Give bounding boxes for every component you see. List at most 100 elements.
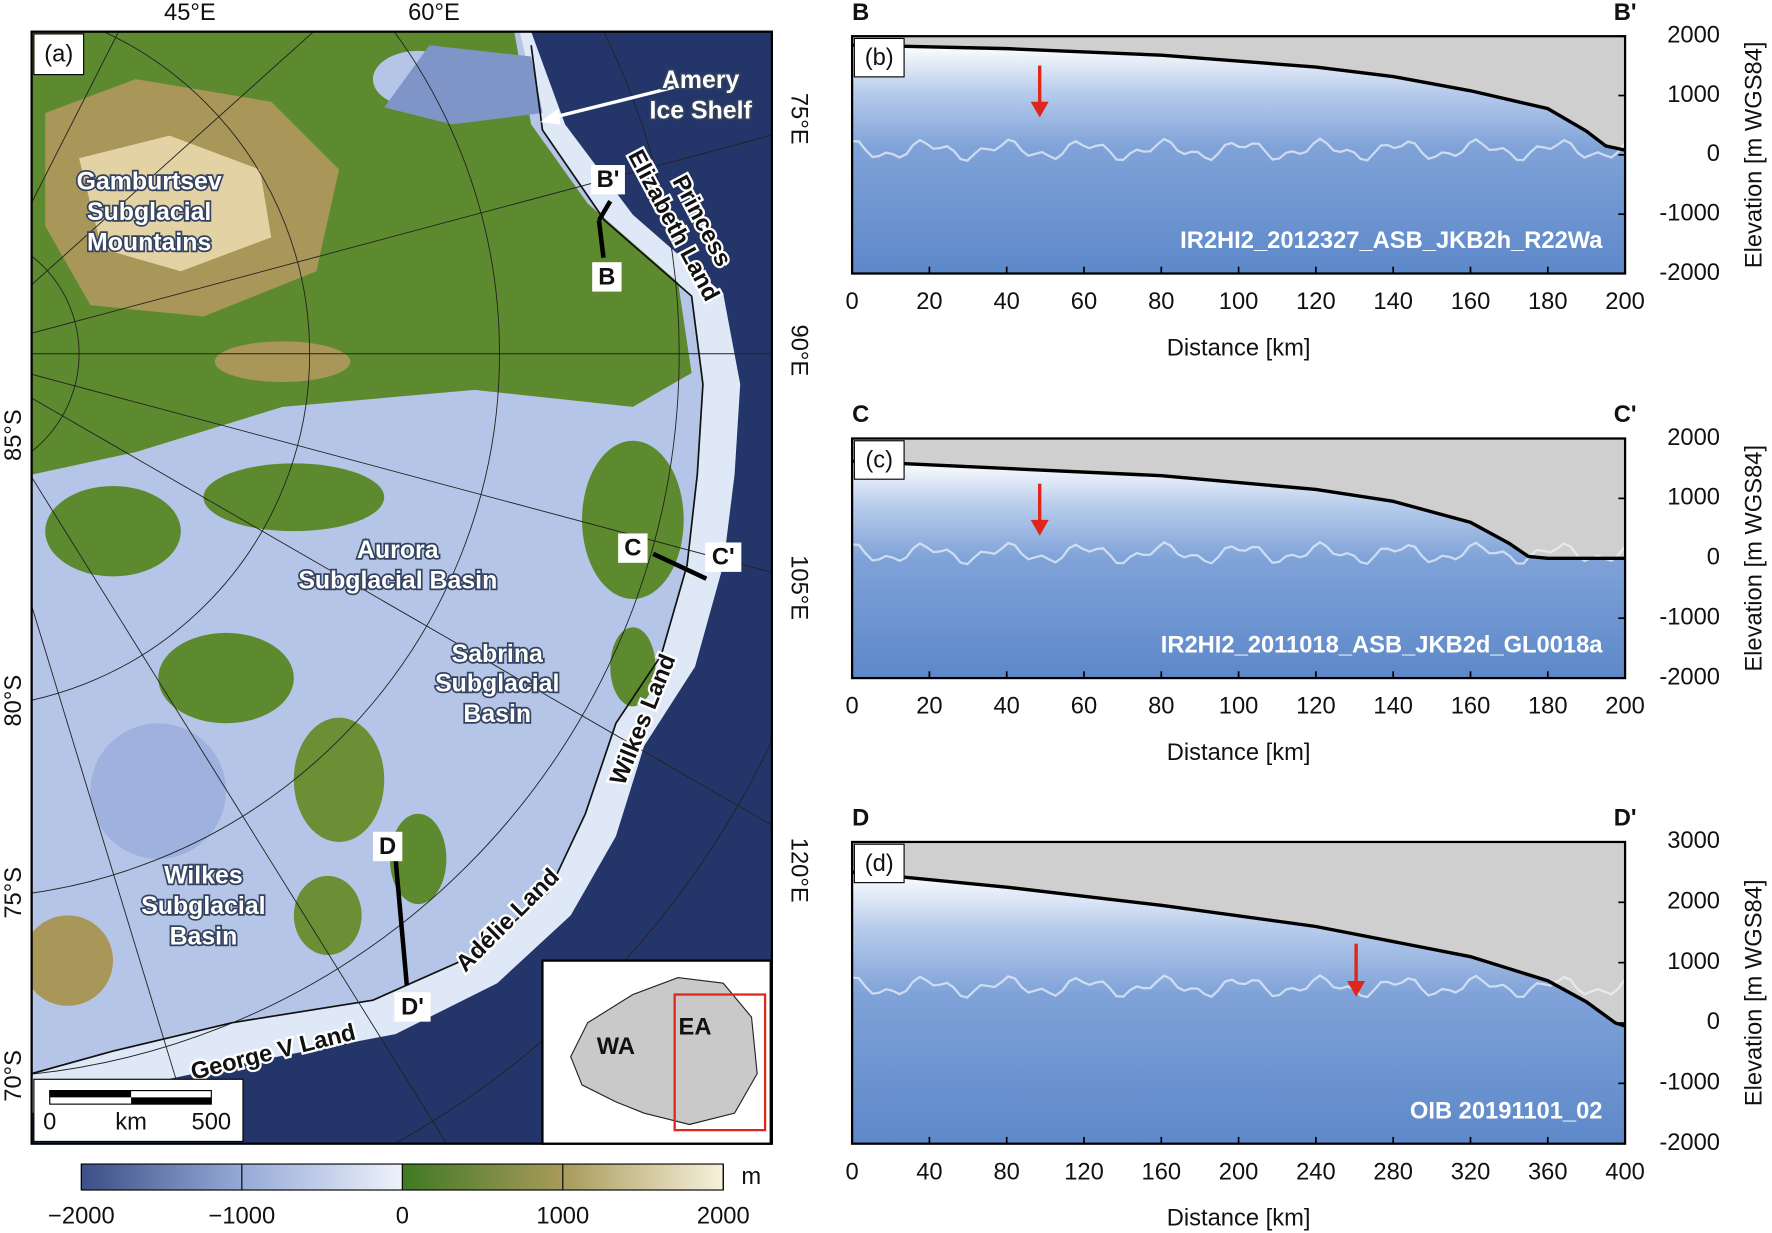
y-tick-label: -1000 bbox=[1659, 1070, 1720, 1096]
x-tick-label: 120 bbox=[1296, 289, 1336, 315]
map-frame bbox=[30, 30, 773, 1145]
region-label: Subglacial bbox=[87, 198, 211, 226]
profile-end-labels: B' B C C' D D' bbox=[372, 165, 742, 1022]
inset-label: WA bbox=[597, 1034, 635, 1060]
region-label: Subglacial bbox=[435, 669, 559, 697]
annotation: OIB 20191101_02 bbox=[1410, 1098, 1603, 1124]
x-tick-label: 200 bbox=[1605, 289, 1645, 315]
latitude-label: 75°S bbox=[1, 867, 27, 919]
x-tick-label: 240 bbox=[1296, 1159, 1336, 1185]
x-tick-label: 160 bbox=[1451, 694, 1491, 720]
x-axis-label: Distance [km] bbox=[1167, 740, 1311, 766]
x-tick-label: 200 bbox=[1605, 694, 1645, 720]
panel-label: (b) bbox=[865, 45, 894, 71]
section-end: B' bbox=[1614, 0, 1637, 26]
profile-end: B' bbox=[597, 167, 620, 193]
scale-segment bbox=[49, 1090, 132, 1098]
label-box bbox=[591, 165, 625, 195]
scale-segment bbox=[131, 1097, 212, 1105]
bed-reflection bbox=[852, 540, 1626, 566]
basin bbox=[90, 723, 227, 859]
study-area bbox=[673, 993, 767, 1132]
profile-end: D' bbox=[401, 994, 424, 1020]
region-label: Subglacial bbox=[141, 892, 265, 920]
scale-box bbox=[33, 1078, 244, 1142]
panel-label: (c) bbox=[865, 447, 893, 473]
y-tick-label: -1000 bbox=[1659, 604, 1720, 630]
x-tick-label: 40 bbox=[993, 694, 1019, 720]
highland bbox=[158, 632, 294, 724]
highland bbox=[203, 463, 385, 532]
longitude-label: 45°E bbox=[164, 0, 216, 26]
x-tick-label: 140 bbox=[1373, 289, 1413, 315]
colorbar-tick-label: 1000 bbox=[536, 1203, 589, 1229]
label-box bbox=[705, 542, 742, 572]
bed-reflection bbox=[852, 974, 1626, 999]
red-arrow-head bbox=[1347, 980, 1366, 997]
y-tick-label: 1000 bbox=[1667, 82, 1720, 108]
longitude-label: 120°E bbox=[786, 838, 812, 903]
y-tick-label: -1000 bbox=[1659, 200, 1720, 226]
antarctica bbox=[570, 976, 758, 1126]
x-tick-label: 40 bbox=[916, 1159, 942, 1185]
y-tick-label: 2000 bbox=[1667, 22, 1720, 48]
colorbar-unit: m bbox=[741, 1164, 761, 1190]
colorbar-tick-label: 0 bbox=[396, 1203, 409, 1229]
arrow bbox=[547, 83, 685, 121]
x-tick-label: 60 bbox=[1071, 694, 1097, 720]
x-tick-label: 160 bbox=[1142, 1159, 1182, 1185]
x-tick-label: 0 bbox=[845, 694, 858, 720]
y-tick-label: 1000 bbox=[1667, 949, 1720, 975]
arrows bbox=[1030, 65, 1366, 997]
x-tick-label: 180 bbox=[1528, 694, 1568, 720]
x-tick-label: 20 bbox=[916, 289, 942, 315]
grounding-line bbox=[31, 45, 704, 1075]
region-label: Basin bbox=[170, 923, 238, 951]
latitude-label: 70°S bbox=[1, 1050, 27, 1102]
profile-end: C' bbox=[712, 545, 735, 571]
colorbar-tick-label: 2000 bbox=[697, 1203, 750, 1229]
longitude-label: 60°E bbox=[408, 0, 460, 26]
x-tick-label: 100 bbox=[1219, 694, 1259, 720]
amery-trough bbox=[384, 45, 543, 125]
scale-label: 0 bbox=[43, 1110, 56, 1136]
profile-end: B bbox=[598, 264, 615, 290]
region-label: Sabrina bbox=[452, 640, 543, 668]
x-tick-label: 400 bbox=[1605, 1159, 1645, 1185]
profile-lines bbox=[393, 200, 708, 986]
x-tick-label: 60 bbox=[1071, 289, 1097, 315]
radargram bbox=[852, 438, 1626, 679]
y-axis-label: Elevation [m WGS84] bbox=[1741, 445, 1767, 672]
y-tick-label: -2000 bbox=[1659, 260, 1720, 286]
x-tick-label: 20 bbox=[916, 694, 942, 720]
region-label: Wilkes bbox=[164, 862, 243, 890]
x-tick-label: 80 bbox=[1148, 694, 1174, 720]
y-tick-label: 2000 bbox=[1667, 425, 1720, 451]
x-tick-label: 80 bbox=[993, 1159, 1019, 1185]
arrow-head bbox=[540, 108, 561, 125]
region-label: Mountains bbox=[87, 229, 211, 257]
panel-label: (d) bbox=[865, 851, 894, 877]
inset-label: EA bbox=[679, 1015, 712, 1041]
y-axis-label: Elevation [m WGS84] bbox=[1741, 41, 1767, 268]
x-tick-label: 360 bbox=[1528, 1159, 1568, 1185]
annotation: IR2HI2_2011018_ASB_JKB2d_GL0018a bbox=[1161, 633, 1604, 659]
annotation: IR2HI2_2012327_ASB_JKB2h_R22Wa bbox=[1180, 228, 1603, 254]
map bbox=[31, 31, 772, 1144]
latitude-label: 80°S bbox=[1, 675, 27, 727]
profile-end: D bbox=[379, 834, 396, 860]
x-axis-label: Distance [km] bbox=[1167, 335, 1311, 361]
label-box bbox=[372, 831, 403, 862]
panel-label-box bbox=[853, 843, 905, 884]
x-tick-label: 0 bbox=[845, 289, 858, 315]
x-tick-label: 0 bbox=[845, 1159, 858, 1185]
y-tick-label: 2000 bbox=[1667, 889, 1720, 915]
x-tick-label: 120 bbox=[1064, 1159, 1104, 1185]
longitude-label: 75°E bbox=[786, 93, 812, 145]
y-tick-label: 0 bbox=[1707, 141, 1720, 167]
y-tick-label: -2000 bbox=[1659, 664, 1720, 690]
section-start: B bbox=[852, 0, 869, 26]
x-tick-label: 40 bbox=[993, 289, 1019, 315]
latitude-label: 85°S bbox=[1, 409, 27, 461]
